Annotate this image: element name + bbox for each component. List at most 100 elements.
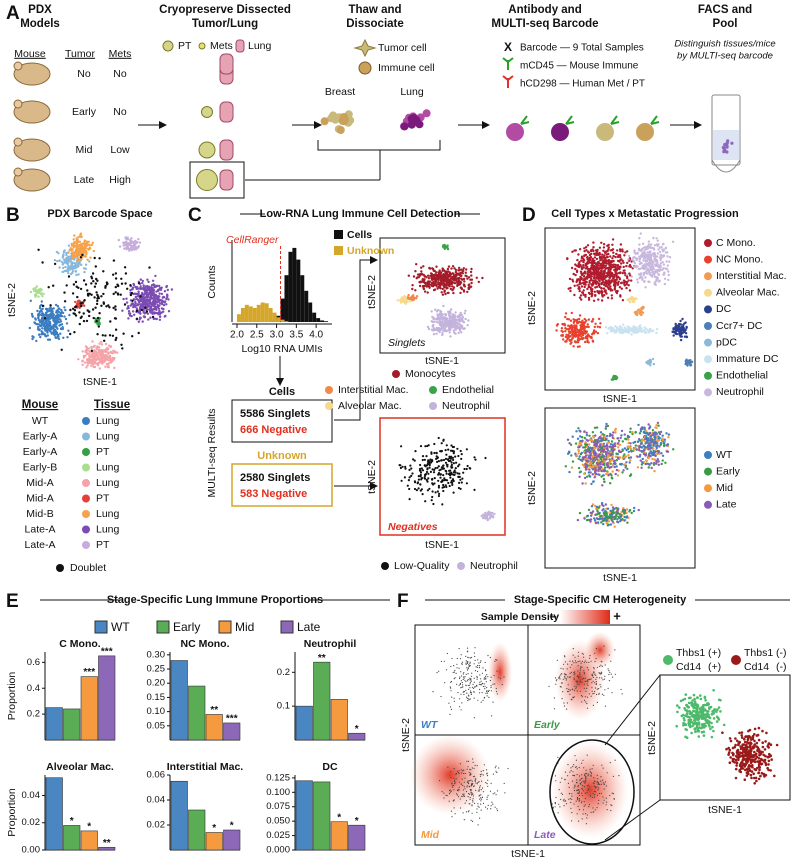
cell-dot (657, 243, 660, 246)
histogram-bar (260, 302, 265, 322)
cell-dot (465, 467, 468, 471)
cell-dot (577, 265, 580, 268)
cell-dot (618, 265, 622, 269)
cell-dot (600, 299, 604, 302)
cell-dot (663, 277, 667, 280)
cell-dot (424, 445, 427, 448)
cell-dot (438, 285, 441, 288)
cell-dot (52, 284, 55, 287)
cell-dot (108, 334, 112, 337)
cell-dot (76, 243, 79, 246)
cell-dot (612, 327, 615, 330)
barcoded-cell (636, 123, 654, 141)
cell-dot (491, 511, 494, 515)
cell-dot (587, 341, 590, 344)
cell-dot (570, 454, 573, 457)
cell-dot (575, 430, 578, 433)
cell-dot (605, 253, 608, 256)
cell-dot (458, 327, 462, 330)
cell-dot (609, 443, 613, 446)
cell-dot (635, 297, 638, 300)
cell-dot (607, 520, 611, 523)
cell-dot (138, 301, 141, 304)
cell-dot (437, 479, 440, 482)
cell-dot (442, 489, 445, 493)
cell-dot (152, 291, 155, 295)
step-title: PDX (28, 4, 52, 16)
cell-dot (77, 273, 80, 276)
legend-text: Mid-A (26, 492, 53, 504)
cell-dot (603, 294, 606, 297)
cell-dot (454, 320, 457, 324)
cell-dot (434, 467, 437, 470)
cell-dot (414, 450, 417, 453)
cell-dot (31, 315, 34, 318)
cell-dot (129, 293, 133, 297)
cell-dot (621, 299, 625, 302)
cell-dot (660, 462, 663, 466)
cell-dot (675, 327, 679, 330)
cell-dot (40, 308, 43, 311)
cell-dot (611, 257, 614, 260)
cell-dot (465, 268, 468, 271)
cell-dot (45, 319, 48, 322)
cell-dot (90, 275, 93, 278)
cell-dot (127, 310, 131, 313)
cell-dot (85, 241, 89, 244)
key-symbol: X (504, 40, 512, 54)
table-cell: Late (74, 174, 95, 186)
cell-dot (104, 350, 107, 353)
cell-dot (462, 267, 465, 270)
cell-dot (165, 297, 168, 301)
cell-dot (71, 255, 75, 259)
legend-text: Monocytes (405, 368, 456, 380)
cell-dot (679, 323, 682, 326)
cell-dot (663, 273, 666, 276)
cell-dot (610, 474, 613, 477)
antibody-icon (610, 115, 620, 125)
cell-dot (414, 289, 417, 292)
cell-dot (29, 290, 33, 294)
legend-text: Neutrophil (470, 560, 518, 572)
cell-dot (428, 285, 431, 288)
histogram-bar (300, 275, 305, 322)
cell-dot (567, 328, 570, 331)
table-cell: No (113, 68, 127, 80)
cell-dot (591, 265, 594, 269)
cell-dot (587, 285, 590, 289)
cell-dot (61, 263, 64, 266)
cell-dot (656, 252, 660, 255)
legend-text: Neutrophil (716, 386, 764, 398)
cell-dot (83, 240, 86, 243)
legend-text: Low-Quality (394, 560, 450, 572)
cell-dot (462, 290, 466, 293)
cell-dot (577, 253, 580, 256)
cell-dot (33, 289, 36, 293)
cell-dot (617, 439, 621, 442)
cell-dot (657, 272, 660, 276)
cell-dot (415, 120, 424, 129)
cell-dot (582, 323, 585, 326)
cell-dot (56, 327, 59, 330)
cell-dot (55, 316, 58, 320)
cell-dot (622, 261, 625, 264)
cell-dot (56, 259, 59, 263)
cell-dot (72, 312, 75, 315)
cell-dot (615, 252, 618, 256)
legend-text: Immature DC (716, 353, 779, 365)
cell-dot (585, 434, 589, 437)
cell-dot (426, 460, 430, 463)
cell-dot (445, 287, 448, 290)
cell-dot (610, 328, 613, 331)
cell-dot (97, 321, 100, 324)
cell-dot (48, 327, 52, 330)
cell-dot (450, 463, 453, 467)
cell-dot (610, 272, 614, 275)
cell-dot (457, 319, 460, 322)
cell-dot (661, 437, 664, 440)
cell-dot (659, 250, 662, 254)
cell-dot (142, 298, 146, 301)
cell-dot (643, 280, 646, 284)
cell-dot (651, 270, 655, 273)
cell-dot (579, 275, 582, 279)
